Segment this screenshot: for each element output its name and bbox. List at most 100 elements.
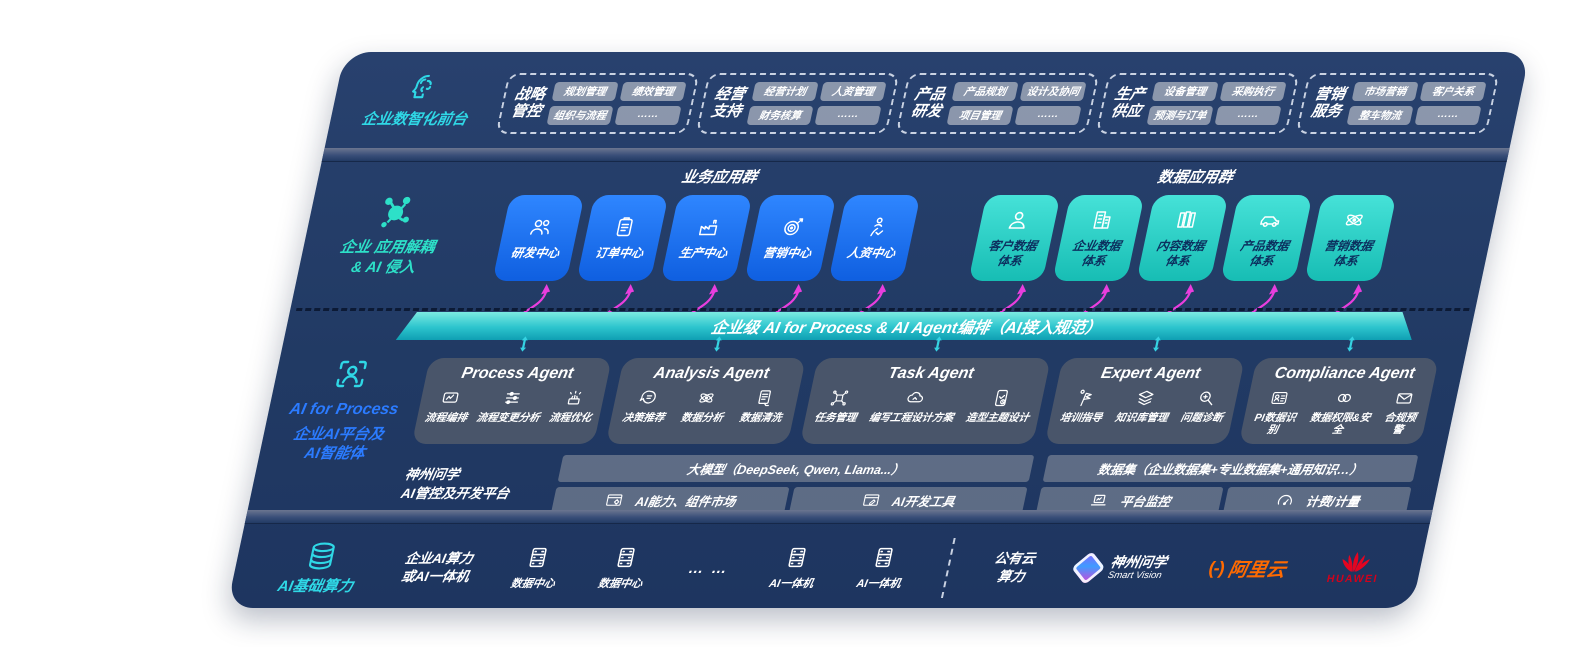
chip: 人资管理 <box>819 81 887 101</box>
permission-icon <box>1332 388 1356 408</box>
chip: …… <box>1214 105 1282 125</box>
apps-layer-label: 企业 应用解耦 & AI 侵入 <box>338 239 437 276</box>
business-app-group: 业务应用群 研发中心 订单中心 <box>487 164 928 308</box>
task-manage-icon <box>828 388 852 408</box>
double-arrow-icon <box>927 333 948 355</box>
front-group-supply: 生产 供应 设备管理 采购执行 预测与订单 …… <box>1095 72 1300 134</box>
analysis-agent-card: Analysis Agent 决策推荐 数据分析 数据清洗 <box>605 358 806 445</box>
front-group-operation: 经营 支持 经营计划 人资管理 财务核算 …… <box>695 72 900 134</box>
business-group-title: 业务应用群 <box>680 169 759 186</box>
apps-layer: 企业 应用解耦 & AI 侵入 业务应用群 研发中心 订单中心 <box>291 162 1507 308</box>
database-icon <box>303 540 342 572</box>
data-app-group: 数据应用群 客户数据 体系 企业数据 体系 <box>963 164 1404 308</box>
layer-separator <box>244 510 1433 524</box>
card-marketing-data: 营销数据 体系 <box>1304 195 1397 281</box>
agent-item: 编写工程设计方案 <box>868 388 960 424</box>
building-icon <box>1088 208 1117 232</box>
ai-appliance-node: AI一体机 <box>855 545 909 591</box>
agent-item: 培训指导 <box>1059 388 1109 424</box>
front-groups: 战略 管控 规划管理 绩效管理 组织与流程 …… 经营 支持 经营计划 人资管理 财… <box>493 52 1530 148</box>
front-group-marketing: 营销 服务 市场营销 客户关系 整车物流 …… <box>1295 72 1500 134</box>
dataset-bar: 数据集（企业数据集+专业数据集+通用知识…） <box>1042 455 1419 483</box>
card-marketing-center: 营销中心 <box>744 195 837 281</box>
card-customer-data: 客户数据 体系 <box>968 195 1061 281</box>
orchestration-bar: 企业级 AI for Process & AI Agent编排（AI接入规范） <box>396 312 1418 340</box>
atom-icon <box>1340 208 1369 232</box>
compute-layer-label: AI基础算力 <box>276 577 355 595</box>
data-clean-icon <box>753 388 777 408</box>
server-icon <box>782 545 812 570</box>
apps-layer-side: 企业 应用解耦 & AI 侵入 <box>291 162 490 308</box>
orchestration-bar-text: 企业级 AI for Process & AI Agent编排（AI接入规范） <box>709 320 1104 337</box>
process-agent-card: Process Agent 流程编排 流程变更分析 流程优化 <box>411 358 612 445</box>
diagnose-icon <box>1194 388 1218 408</box>
agent-item: 流程优化 <box>548 388 598 424</box>
front-group-strategy: 战略 管控 规划管理 绩效管理 组织与流程 …… <box>495 72 700 134</box>
chip: 设计及协同 <box>1019 81 1087 101</box>
dev-tools-icon <box>859 491 882 510</box>
server-icon <box>869 545 899 570</box>
layer-separator <box>321 148 1510 162</box>
gauge-icon <box>1273 491 1296 510</box>
datacenter-node: 数据中心 <box>597 545 651 591</box>
ai-layer: AI for Process 企业AI平台及 AI智能体 Process Agen… <box>248 342 1469 515</box>
monitor-laptop-icon <box>1087 491 1110 510</box>
card-product-data: 产品数据 体系 <box>1220 195 1313 281</box>
ai-appliance-node: AI一体机 <box>768 545 822 591</box>
agents-row: Process Agent 流程编排 流程变更分析 流程优化 Analysis … <box>411 358 1439 445</box>
smart-vision-logo: 神州问学 Smart Vision <box>1071 551 1168 585</box>
chip: 绩效管理 <box>619 81 687 101</box>
data-analysis-icon <box>694 388 718 408</box>
theme-design-icon <box>990 388 1014 408</box>
target-icon <box>778 215 807 239</box>
card-enterprise-data: 企业数据 体系 <box>1052 195 1145 281</box>
agent-item: 问题诊断 <box>1179 388 1229 424</box>
task-agent-card: Task Agent 任务管理 编写工程设计方案 造型主题设计 <box>799 358 1052 445</box>
compliance-alert-icon <box>1392 388 1416 408</box>
car-icon <box>1256 208 1285 232</box>
chip: 产品规划 <box>951 81 1019 101</box>
card-hr-center: 人资中心 <box>828 195 921 281</box>
component-market-icon <box>603 491 626 510</box>
alicloud-logo: (-) 阿里云 <box>1206 557 1288 581</box>
agent-item: PI数据识别 <box>1245 388 1307 436</box>
platform-label: 神州问学 AI管控及开发平台 <box>399 467 511 501</box>
agent-item: 流程编排 <box>424 388 474 424</box>
flow-change-icon <box>500 388 524 408</box>
front-group-title: 战略 管控 <box>509 85 547 120</box>
card-production-center: 生产中心 <box>660 195 753 281</box>
ai-layer-label-zh: 企业AI平台及 AI智能体 <box>291 425 386 463</box>
front-group-product: 产品 研发 产品规划 设计及协同 项目管理 …… <box>895 72 1100 134</box>
chip: 整车物流 <box>1346 105 1414 125</box>
flow-monitor-icon <box>438 388 462 408</box>
clipboard-icon <box>610 215 639 239</box>
datacenter-node: 数据中心 <box>509 545 563 591</box>
person-scan-icon <box>330 356 374 392</box>
double-arrow-icon <box>1147 333 1168 355</box>
agent-item: 知识库管理 <box>1114 388 1174 424</box>
design-cloud-icon <box>903 388 927 408</box>
agent-item: 数据分析 <box>680 388 730 424</box>
huawei-flower-icon <box>1337 552 1375 572</box>
server-icon <box>611 545 641 570</box>
card-content-data: 内容数据 体系 <box>1136 195 1229 281</box>
corp-compute-label: 企业AI算力 或AI一体机 <box>399 550 475 584</box>
card-order-center: 订单中心 <box>576 195 669 281</box>
pi-data-icon <box>1267 388 1291 408</box>
model-panel: 大模型（DeepSeek, Qwen, Llama...） AI能力、组件市场 … <box>550 455 1035 515</box>
data-group-title: 数据应用群 <box>1156 169 1235 186</box>
compute-layer-side: AI基础算力 <box>229 540 409 597</box>
chip: …… <box>814 105 882 125</box>
platform-row: 神州问学 AI管控及开发平台 大模型（DeepSeek, Qwen, Llama.… <box>397 455 1419 515</box>
molecule-icon <box>371 193 420 233</box>
factory-icon <box>694 215 723 239</box>
front-layer: 企业数智化前台 战略 管控 规划管理 绩效管理 组织与流程 …… 经营 支持 经营计… <box>325 52 1530 148</box>
front-group-title: 生产 供应 <box>1109 85 1147 120</box>
llm-bar: 大模型（DeepSeek, Qwen, Llama...） <box>557 455 1035 483</box>
chip: 组织与流程 <box>546 105 614 125</box>
chip: 规划管理 <box>551 81 619 101</box>
double-arrow-icon <box>514 333 535 355</box>
chip: 采购执行 <box>1219 81 1287 101</box>
front-group-title: 营销 服务 <box>1309 85 1347 120</box>
